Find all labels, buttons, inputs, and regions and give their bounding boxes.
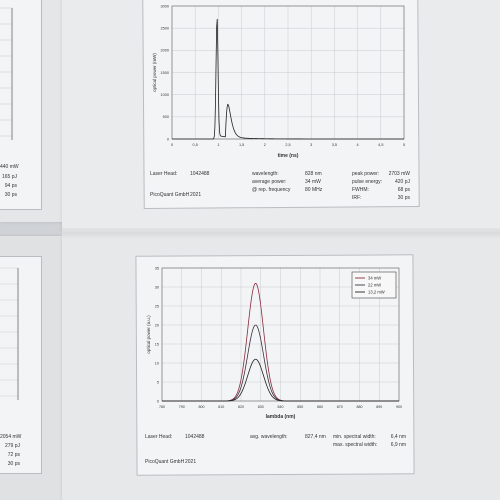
- top-y-tick-label: 1000: [161, 93, 169, 97]
- top-wavelength-label: wavelength:: [252, 171, 279, 177]
- legend-label-2: 13,2 mW: [368, 290, 385, 295]
- top-peak-power-label: peak power:: [352, 171, 380, 177]
- left-top-value-1: 165 pJ: [1, 174, 17, 180]
- top-pulse-energy-label: pulse energy:: [352, 179, 383, 185]
- bottom-max-width-label: max. spectral width:: [333, 442, 378, 448]
- top-peak-power-value: 2703 mW: [388, 171, 410, 177]
- left-bottom-value-3: 30 ps: [7, 461, 20, 467]
- bottom-y-tick-label: 35: [155, 266, 159, 270]
- top-x-tick-label: 1,5: [239, 143, 244, 147]
- top-pulse-plot: 0 0,5 1 1,5 2 2,5 3 3,5 4 4,5 5 0 500 1000 1500 2000 250…: [152, 4, 405, 159]
- top-laser-head-value: 1042488: [190, 171, 210, 177]
- top-y-tick-label: 500: [163, 115, 169, 119]
- paper-fold: [62, 228, 500, 238]
- left-top-card: [0, 0, 42, 210]
- left-bottom-card: [0, 256, 42, 474]
- top-laser-head-label: Laser Head:: [150, 171, 178, 177]
- top-y-tick-label: 1500: [161, 71, 169, 75]
- top-y-axis-label: optical power (mW): [152, 53, 157, 92]
- bottom-laser-head-value: 1042488: [185, 434, 205, 440]
- top-company: PicoQuant GmbH: [150, 192, 190, 198]
- top-irf-label: IRF:: [352, 195, 362, 201]
- bottom-x-tick-label: 800: [199, 405, 205, 409]
- bottom-x-tick-label: 820: [238, 405, 244, 409]
- left-bottom-value-2: 72 ps: [7, 452, 20, 458]
- bottom-y-tick-label: 15: [155, 342, 159, 346]
- bottom-x-tick-label: 870: [337, 405, 343, 409]
- top-avg-power-value: 34 mW: [305, 179, 321, 185]
- bottom-y-tick-label: 0: [157, 399, 159, 403]
- top-x-tick-label: 0,5: [193, 143, 198, 147]
- top-x-tick-label: 5: [403, 143, 405, 147]
- top-y-tick-label: 2000: [161, 49, 169, 53]
- left-bottom-value-0: 2054 mW: [0, 434, 22, 440]
- top-x-tick-label: 4: [357, 143, 359, 147]
- top-x-tick-label: 2,5: [285, 143, 290, 147]
- top-pulse-energy-value: 420 pJ: [394, 179, 410, 185]
- bottom-y-tick-label: 20: [155, 323, 159, 327]
- bottom-y-tick-label: 10: [155, 361, 159, 365]
- top-rep-freq-value: 80 MHz: [305, 187, 323, 193]
- top-x-tick-label: 3,5: [332, 143, 337, 147]
- bottom-y-tick-label: 5: [157, 380, 159, 384]
- bottom-x-tick-label: 830: [258, 405, 264, 409]
- left-top-value-3: 30 ps: [4, 192, 17, 198]
- top-rep-freq-label: @ rep. frequency: [252, 187, 291, 193]
- top-x-tick-label: 4,5: [378, 143, 383, 147]
- bottom-x-tick-label: 880: [357, 405, 363, 409]
- spectrum-series-2: [162, 358, 399, 402]
- top-y-tick-label: 3000: [161, 4, 169, 8]
- left-top-value-0: 440 mW: [0, 164, 19, 170]
- top-pulse-curve: [172, 18, 404, 140]
- bottom-x-tick-label: 810: [218, 405, 224, 409]
- bottom-year: 2021: [185, 459, 197, 465]
- top-y-tick-label: 2500: [161, 26, 169, 30]
- bottom-x-tick-label: 850: [297, 405, 303, 409]
- bottom-y-axis-label: optical power (a.u.): [146, 315, 151, 354]
- bottom-x-axis-label: lambda (nm): [266, 414, 296, 420]
- top-y-tick-label: 0: [167, 137, 169, 141]
- top-x-tick-label: 0: [171, 143, 173, 147]
- top-year: 2021: [190, 192, 202, 198]
- bottom-y-tick-label: 30: [155, 285, 159, 289]
- top-avg-power-label: average power:: [252, 179, 287, 185]
- left-bottom-value-1: 279 pJ: [4, 443, 20, 449]
- left-partial-grids: [0, 7, 19, 400]
- bottom-avg-wavelength-value: 827,4 nm: [305, 434, 326, 440]
- bottom-y-tick-label: 25: [155, 304, 159, 308]
- bottom-x-tick-label: 780: [159, 405, 165, 409]
- bottom-min-width-label: min. spectral width:: [333, 434, 376, 440]
- bottom-min-width-value: 6,4 nm: [390, 434, 406, 440]
- bottom-x-tick-label: 790: [179, 405, 185, 409]
- legend-label-1: 22 mW: [368, 283, 381, 288]
- bottom-x-tick-label: 890: [376, 405, 382, 409]
- top-irf-value: 30 ps: [397, 195, 410, 201]
- top-x-axis-label: time (ns): [278, 153, 299, 159]
- bottom-laser-head-label: Laser Head:: [145, 434, 173, 440]
- top-x-tick-label: 1: [217, 143, 219, 147]
- bottom-x-tick-label: 860: [317, 405, 323, 409]
- top-wavelength-value: 828 nm: [305, 171, 322, 177]
- bottom-x-tick-label: 840: [278, 405, 284, 409]
- bottom-x-tick-label: 900: [396, 405, 402, 409]
- top-x-tick-label: 3: [310, 143, 312, 147]
- bottom-company: PicoQuant GmbH: [145, 459, 185, 465]
- bottom-max-width-value: 6,9 nm: [390, 442, 406, 448]
- bottom-avg-wavelength-label: avg. wavelength:: [250, 434, 288, 440]
- legend-label-0: 34 mW: [368, 276, 381, 281]
- top-x-tick-label: 2: [264, 143, 266, 147]
- top-fwhm-value: 68 ps: [397, 187, 410, 193]
- bottom-spectrum-plot: 780 790 800 810 820 830 840 850 860 870 880 890 900 0…: [146, 266, 402, 420]
- top-fwhm-label: FWHM:: [352, 187, 369, 193]
- left-top-value-2: 94 ps: [4, 183, 17, 189]
